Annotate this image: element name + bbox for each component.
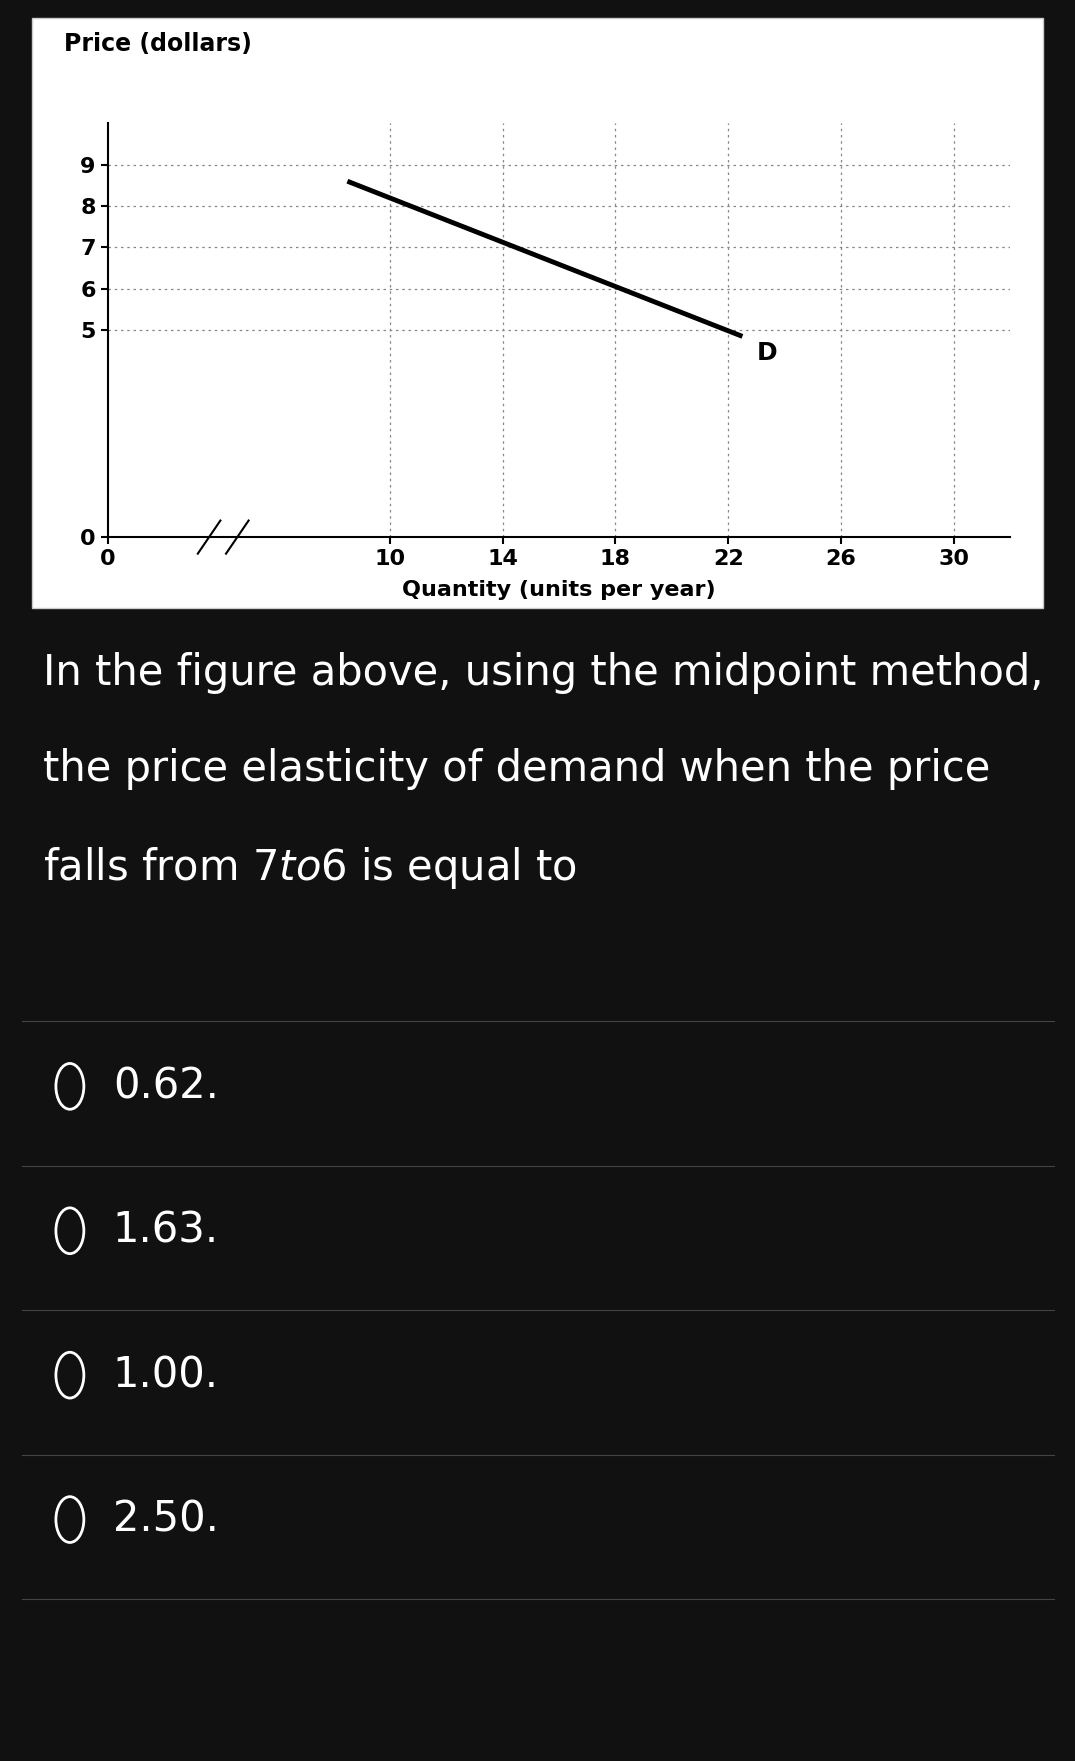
Text: 2.50.: 2.50. (113, 1499, 218, 1541)
Text: 0.62.: 0.62. (113, 1065, 218, 1108)
Text: 1.00.: 1.00. (113, 1354, 219, 1396)
Text: Price (dollars): Price (dollars) (64, 32, 253, 56)
Text: D: D (757, 340, 777, 365)
Text: falls from $7 to $6 is equal to: falls from $7 to $6 is equal to (43, 845, 577, 891)
Text: the price elasticity of demand when the price: the price elasticity of demand when the … (43, 748, 990, 791)
Text: In the figure above, using the midpoint method,: In the figure above, using the midpoint … (43, 652, 1044, 694)
Text: 1.63.: 1.63. (113, 1210, 219, 1252)
X-axis label: Quantity (units per year): Quantity (units per year) (402, 579, 716, 601)
